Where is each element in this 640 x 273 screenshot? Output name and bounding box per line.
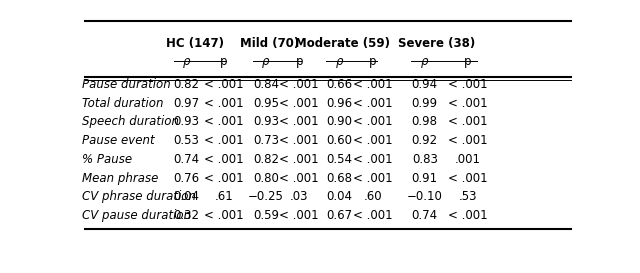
Text: 0.93: 0.93: [253, 115, 279, 128]
Text: < .001: < .001: [204, 78, 244, 91]
Text: Pause event: Pause event: [83, 134, 155, 147]
Text: .001: .001: [455, 153, 481, 166]
Text: CV pause duration: CV pause duration: [83, 209, 191, 222]
Text: 0.98: 0.98: [412, 115, 438, 128]
Text: Mild (70): Mild (70): [240, 37, 299, 50]
Text: < .001: < .001: [280, 115, 319, 128]
Text: 0.59: 0.59: [253, 209, 279, 222]
Text: ρ: ρ: [421, 55, 428, 68]
Text: < .001: < .001: [448, 97, 488, 110]
Text: .61: .61: [214, 191, 233, 203]
Text: < .001: < .001: [204, 209, 244, 222]
Text: −0.10: −0.10: [407, 191, 443, 203]
Text: 0.60: 0.60: [326, 134, 353, 147]
Text: < .001: < .001: [204, 153, 244, 166]
Text: < .001: < .001: [280, 153, 319, 166]
Text: < .001: < .001: [448, 172, 488, 185]
Text: ρ: ρ: [183, 55, 190, 68]
Text: p: p: [296, 55, 303, 68]
Text: < .001: < .001: [204, 115, 244, 128]
Text: 0.97: 0.97: [173, 97, 200, 110]
Text: .03: .03: [290, 191, 308, 203]
Text: 0.93: 0.93: [173, 115, 200, 128]
Text: CV phrase duration: CV phrase duration: [83, 191, 196, 203]
Text: < .001: < .001: [353, 153, 392, 166]
Text: Mean phrase: Mean phrase: [83, 172, 159, 185]
Text: ρ: ρ: [262, 55, 269, 68]
Text: 0.76: 0.76: [173, 172, 200, 185]
Text: < .001: < .001: [448, 78, 488, 91]
Text: < .001: < .001: [353, 134, 392, 147]
Text: 0.83: 0.83: [412, 153, 438, 166]
Text: ρ: ρ: [335, 55, 343, 68]
Text: Total duration: Total duration: [83, 97, 164, 110]
Text: < .001: < .001: [280, 97, 319, 110]
Text: 0.54: 0.54: [326, 153, 353, 166]
Text: 0.04: 0.04: [173, 191, 200, 203]
Text: < .001: < .001: [353, 209, 392, 222]
Text: < .001: < .001: [204, 134, 244, 147]
Text: .60: .60: [364, 191, 382, 203]
Text: 0.68: 0.68: [326, 172, 353, 185]
Text: Speech duration: Speech duration: [83, 115, 179, 128]
Text: −0.25: −0.25: [248, 191, 284, 203]
Text: < .001: < .001: [448, 115, 488, 128]
Text: 0.04: 0.04: [326, 191, 353, 203]
Text: p: p: [220, 55, 228, 68]
Text: 0.74: 0.74: [412, 209, 438, 222]
Text: 0.95: 0.95: [253, 97, 279, 110]
Text: < .001: < .001: [448, 134, 488, 147]
Text: 0.92: 0.92: [412, 134, 438, 147]
Text: 0.94: 0.94: [412, 78, 438, 91]
Text: < .001: < .001: [280, 172, 319, 185]
Text: 0.99: 0.99: [412, 97, 438, 110]
Text: 0.32: 0.32: [173, 209, 200, 222]
Text: < .001: < .001: [280, 78, 319, 91]
Text: < .001: < .001: [448, 209, 488, 222]
Text: 0.96: 0.96: [326, 97, 353, 110]
Text: .53: .53: [459, 191, 477, 203]
Text: p: p: [369, 55, 376, 68]
Text: 0.91: 0.91: [412, 172, 438, 185]
Text: 0.73: 0.73: [253, 134, 279, 147]
Text: % Pause: % Pause: [83, 153, 132, 166]
Text: < .001: < .001: [353, 115, 392, 128]
Text: 0.82: 0.82: [253, 153, 279, 166]
Text: Severe (38): Severe (38): [397, 37, 475, 50]
Text: 0.53: 0.53: [173, 134, 200, 147]
Text: < .001: < .001: [353, 172, 392, 185]
Text: HC (147): HC (147): [166, 37, 224, 50]
Text: < .001: < .001: [204, 172, 244, 185]
Text: p: p: [464, 55, 472, 68]
Text: 0.82: 0.82: [173, 78, 200, 91]
Text: < .001: < .001: [280, 209, 319, 222]
Text: 0.84: 0.84: [253, 78, 279, 91]
Text: 0.90: 0.90: [326, 115, 353, 128]
Text: 0.66: 0.66: [326, 78, 353, 91]
Text: Pause duration: Pause duration: [83, 78, 172, 91]
Text: < .001: < .001: [353, 97, 392, 110]
Text: < .001: < .001: [353, 78, 392, 91]
Text: Moderate (59): Moderate (59): [296, 37, 390, 50]
Text: 0.80: 0.80: [253, 172, 279, 185]
Text: < .001: < .001: [204, 97, 244, 110]
Text: 0.74: 0.74: [173, 153, 200, 166]
Text: 0.67: 0.67: [326, 209, 353, 222]
Text: < .001: < .001: [280, 134, 319, 147]
